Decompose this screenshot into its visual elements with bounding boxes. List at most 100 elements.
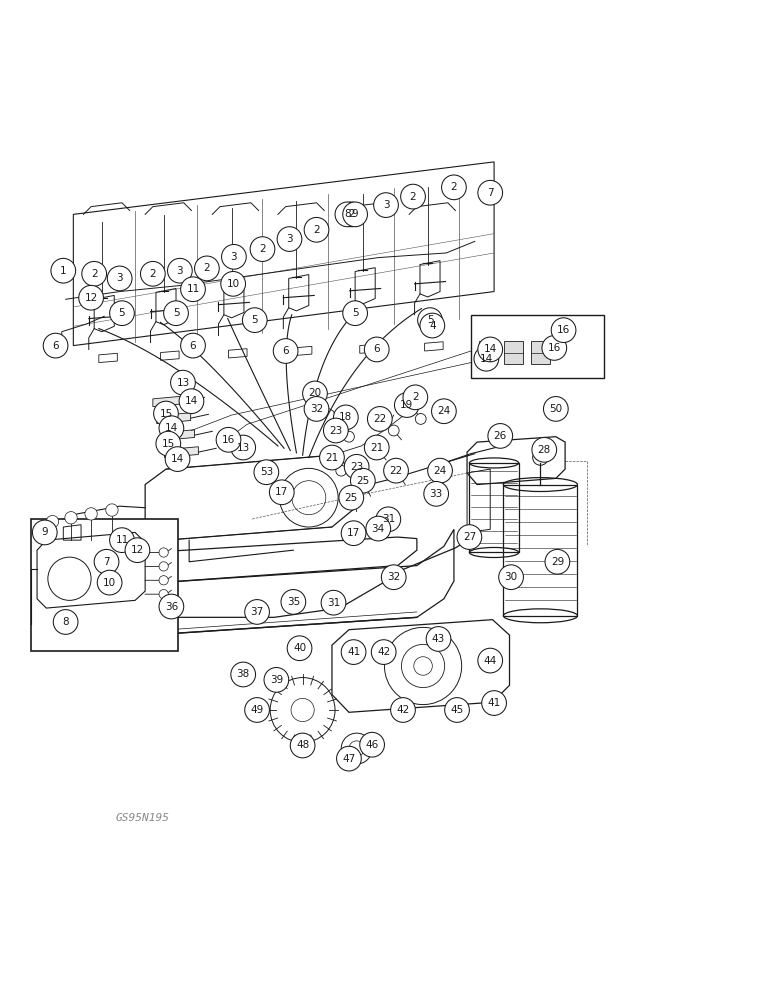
Circle shape [457, 525, 482, 549]
Circle shape [551, 318, 576, 343]
Circle shape [333, 417, 344, 428]
Text: 25: 25 [344, 493, 358, 503]
Circle shape [304, 217, 329, 242]
Circle shape [154, 401, 178, 426]
Text: 47: 47 [342, 754, 356, 764]
Text: 23: 23 [350, 462, 364, 472]
Text: 18: 18 [339, 412, 353, 422]
Circle shape [364, 337, 389, 362]
Text: 1: 1 [60, 266, 66, 276]
Text: 2: 2 [313, 225, 320, 235]
Text: 41: 41 [487, 698, 501, 708]
Circle shape [474, 346, 499, 371]
Circle shape [339, 485, 364, 510]
Circle shape [53, 610, 78, 634]
Circle shape [264, 668, 289, 692]
Circle shape [51, 258, 76, 283]
Text: 2: 2 [451, 182, 457, 192]
Circle shape [254, 460, 279, 485]
Circle shape [532, 437, 557, 462]
Circle shape [420, 313, 445, 338]
Text: 6: 6 [374, 344, 380, 354]
Text: 26: 26 [493, 431, 507, 441]
Text: 13: 13 [236, 443, 250, 453]
Circle shape [231, 662, 256, 687]
Polygon shape [161, 430, 195, 441]
Text: 9: 9 [352, 209, 358, 219]
Circle shape [357, 471, 368, 482]
Circle shape [482, 691, 506, 715]
Text: 14: 14 [483, 344, 497, 354]
Text: 12: 12 [130, 545, 144, 555]
Circle shape [323, 418, 348, 443]
Circle shape [344, 431, 354, 442]
Text: 19: 19 [400, 400, 414, 410]
Text: 7: 7 [103, 557, 110, 567]
Circle shape [168, 258, 192, 283]
Circle shape [107, 266, 132, 291]
Text: 6: 6 [283, 346, 289, 356]
Circle shape [428, 458, 452, 483]
Circle shape [334, 405, 358, 430]
Bar [365, 739, 381, 750]
Text: 49: 49 [250, 705, 264, 715]
Circle shape [171, 370, 195, 395]
Circle shape [290, 733, 315, 758]
Circle shape [403, 385, 428, 410]
Circle shape [273, 339, 298, 363]
Text: 48: 48 [296, 740, 310, 750]
Text: 13: 13 [176, 378, 190, 388]
Circle shape [394, 393, 419, 417]
Circle shape [488, 424, 513, 448]
Text: 3: 3 [286, 234, 293, 244]
Text: 7: 7 [487, 188, 493, 198]
Bar [503, 485, 577, 616]
Circle shape [269, 480, 294, 505]
Circle shape [391, 698, 415, 722]
Text: 16: 16 [547, 343, 561, 353]
Circle shape [321, 590, 346, 615]
Text: 53: 53 [259, 467, 273, 477]
Circle shape [231, 435, 256, 460]
Text: 17: 17 [347, 528, 361, 538]
Text: 44: 44 [483, 656, 497, 666]
Circle shape [106, 504, 118, 516]
Circle shape [110, 301, 134, 326]
Circle shape [341, 640, 366, 664]
Text: 40: 40 [293, 643, 306, 653]
Circle shape [125, 538, 150, 563]
Text: 9: 9 [42, 527, 48, 537]
Circle shape [43, 333, 68, 358]
Circle shape [245, 698, 269, 722]
Text: 23: 23 [329, 426, 343, 436]
Circle shape [159, 594, 184, 619]
Circle shape [277, 227, 302, 251]
Text: 2: 2 [259, 244, 266, 254]
Text: 22: 22 [389, 466, 403, 476]
Text: 11: 11 [186, 284, 200, 294]
Text: 31: 31 [381, 514, 395, 524]
Text: 21: 21 [370, 443, 384, 453]
Text: 27: 27 [462, 532, 476, 542]
Text: 15: 15 [161, 439, 175, 449]
Text: 33: 33 [429, 489, 443, 499]
Text: 36: 36 [164, 602, 178, 612]
Circle shape [384, 458, 408, 483]
Circle shape [371, 640, 396, 664]
Circle shape [141, 261, 165, 286]
Text: 29: 29 [550, 557, 564, 567]
Circle shape [181, 333, 205, 358]
Text: 11: 11 [115, 535, 129, 545]
Bar [342, 752, 357, 762]
Text: 16: 16 [557, 325, 571, 335]
Text: 3: 3 [383, 200, 389, 210]
Circle shape [335, 202, 360, 227]
Polygon shape [164, 447, 198, 458]
Text: 14: 14 [171, 454, 185, 464]
Circle shape [545, 549, 570, 574]
Circle shape [266, 468, 276, 479]
Circle shape [424, 481, 449, 506]
Text: 34: 34 [371, 524, 385, 534]
Circle shape [85, 508, 97, 520]
Bar [504, 341, 523, 364]
